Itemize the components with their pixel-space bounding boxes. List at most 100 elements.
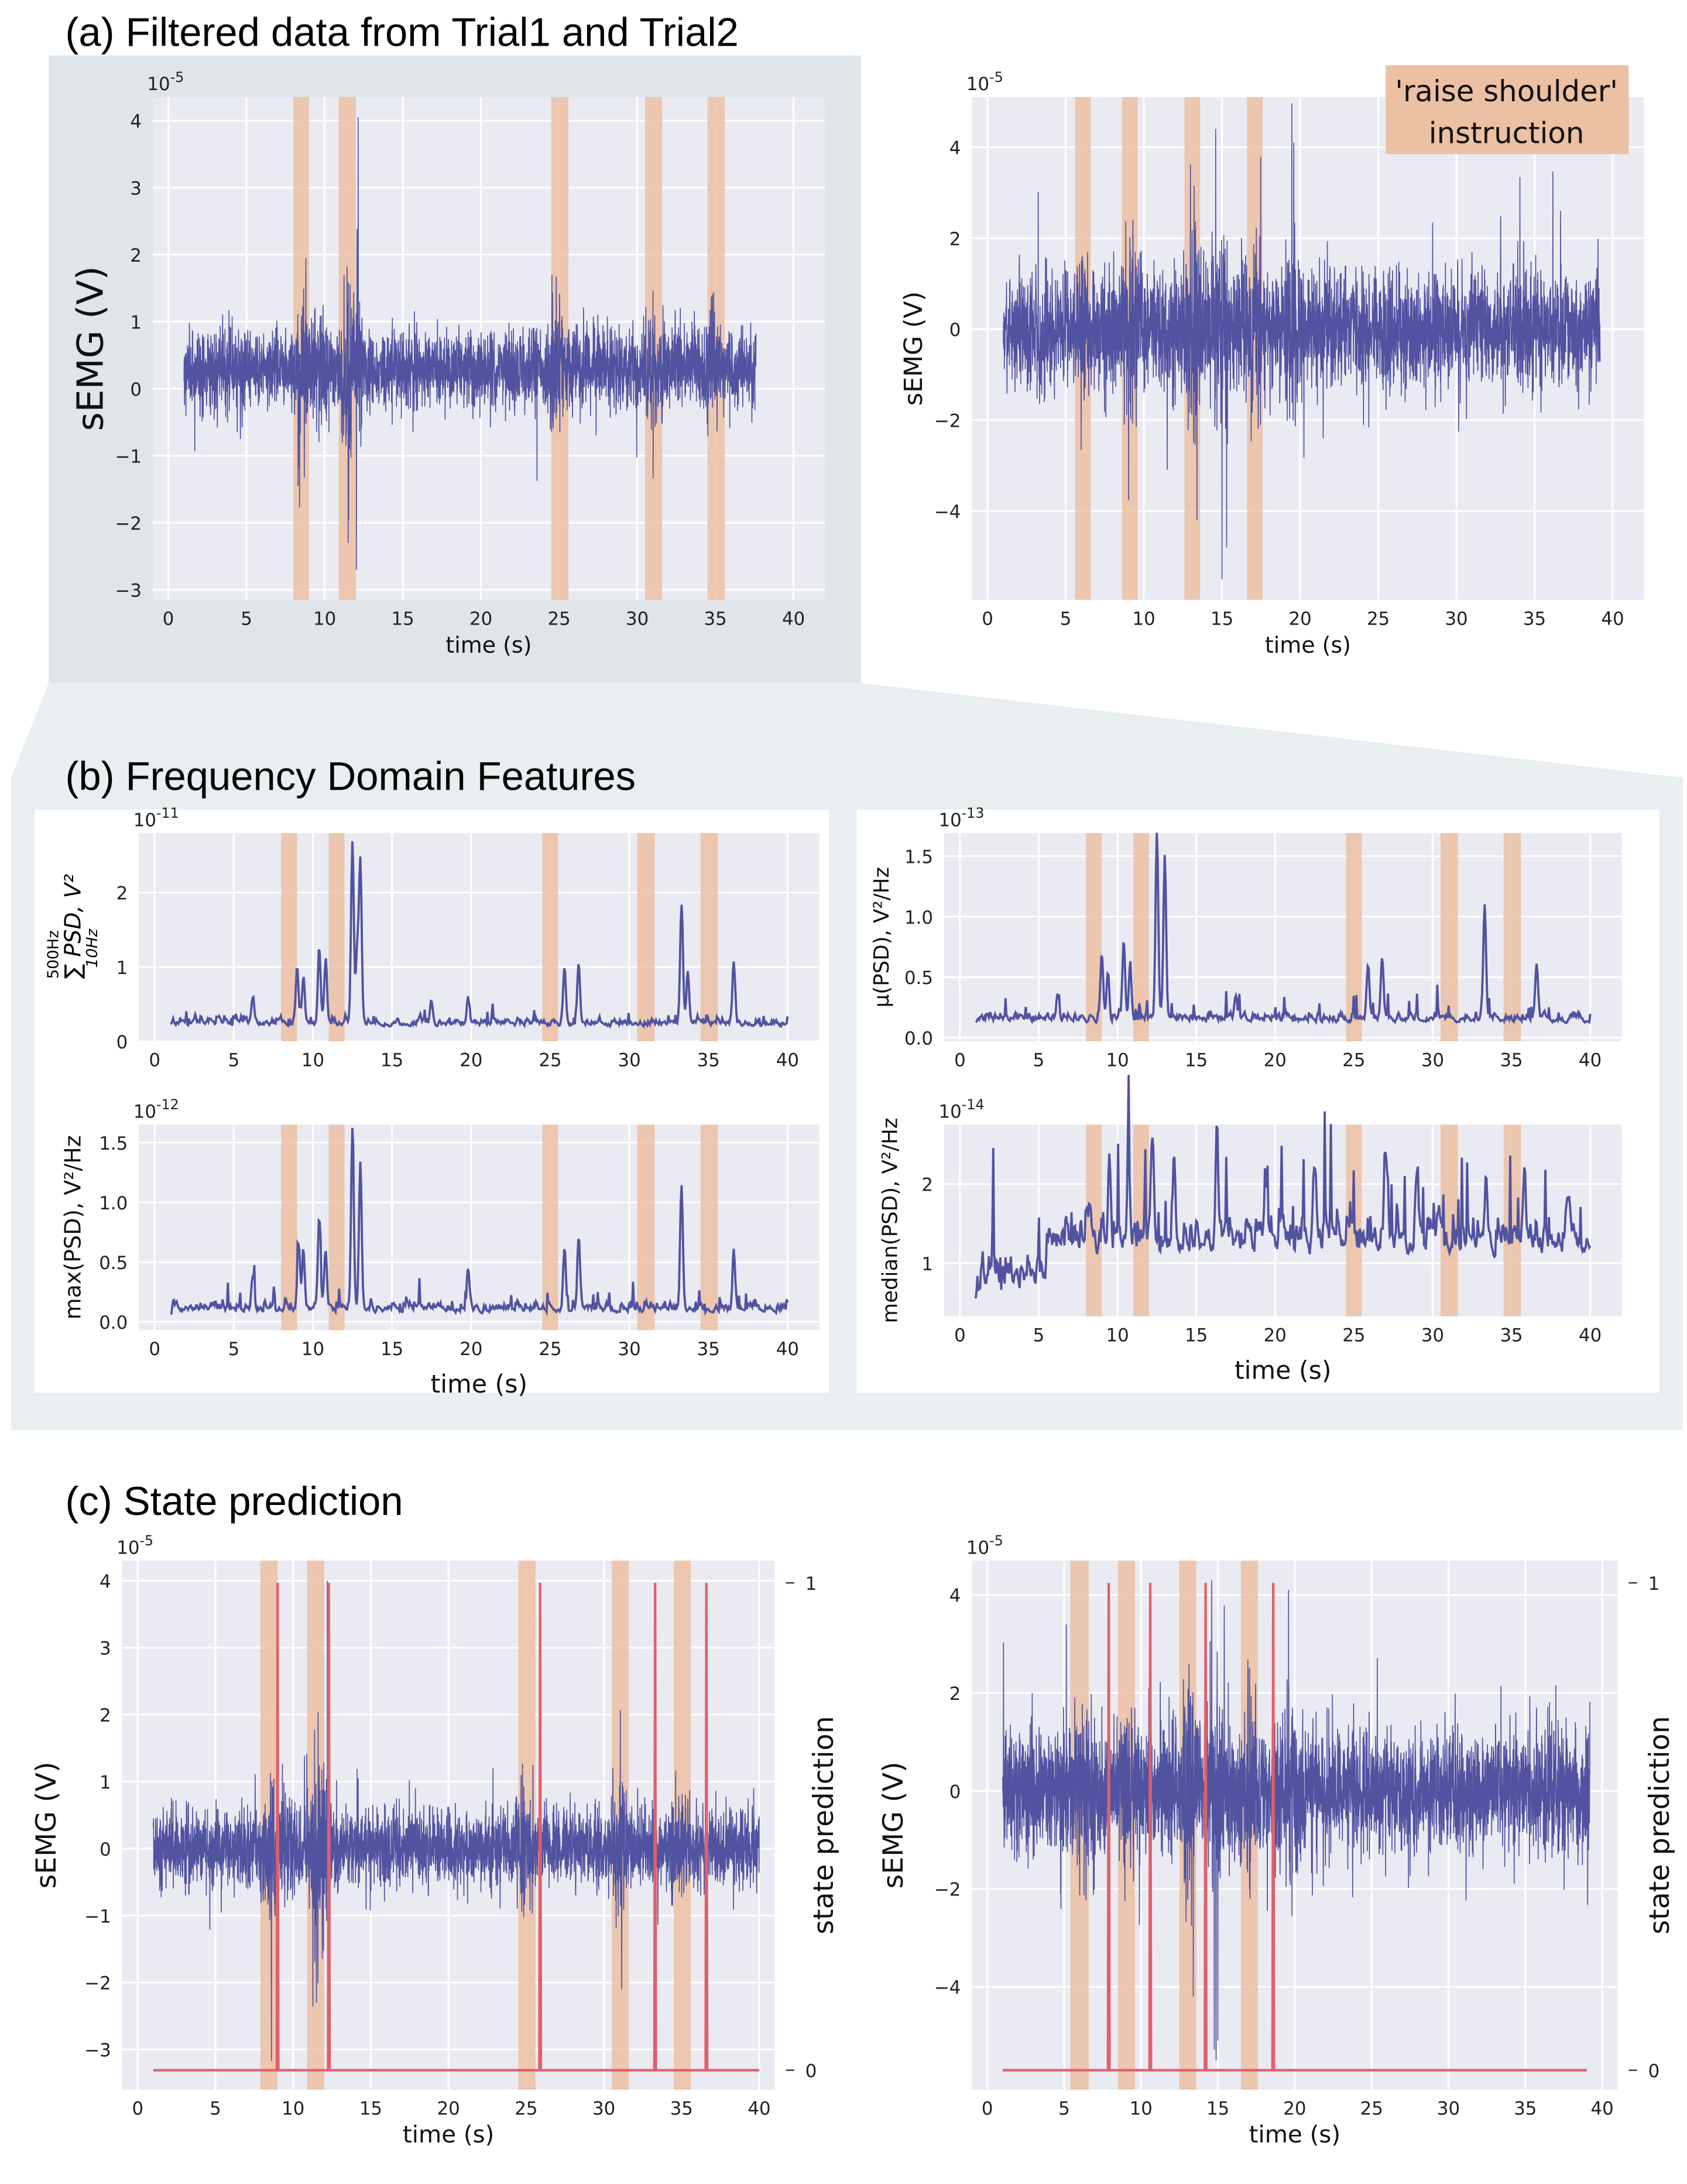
x-tick-label: 0 — [149, 1339, 160, 1360]
y-axis-label: sEMG (V) — [899, 292, 928, 406]
x-tick-label: 20 — [1288, 608, 1311, 629]
x-tick-label: 30 — [1421, 1325, 1444, 1346]
x-tick-label: 25 — [1360, 2099, 1383, 2120]
x-tick-label: 5 — [228, 1050, 240, 1071]
y-tick-label: 1 — [921, 1254, 933, 1275]
y-tick-label: −4 — [934, 502, 961, 523]
instruction-band — [1086, 1124, 1102, 1316]
legend-line-2: instruction — [1429, 116, 1585, 150]
y-axis-label: sEMG (V) — [877, 1762, 910, 1889]
x-tick-label: 25 — [539, 1050, 561, 1071]
x-tick-label: 40 — [1601, 608, 1624, 629]
chart-b3: 0 5 10 15 20 25 30 35 400.00.51.01.510-13μ(PSD),… — [870, 805, 1622, 1071]
y-tick-label: 1.0 — [904, 907, 933, 928]
x-tick-label: 10 — [1106, 1325, 1129, 1346]
x-tick-label: 15 — [1185, 1325, 1208, 1346]
instruction-band — [542, 1124, 558, 1331]
x-tick-label: 15 — [1185, 1050, 1208, 1071]
signal-line — [1002, 1580, 1590, 2060]
y-tick-label: 0 — [100, 1839, 111, 1860]
y-tick-label: 2 — [921, 1175, 933, 1196]
exponent-value: -11 — [156, 805, 179, 821]
state-prediction-line — [153, 1583, 760, 2072]
x-tick-label: 10 — [313, 608, 336, 629]
y-tick-label: 4 — [949, 138, 961, 159]
y2-tick-label: 1 — [805, 1573, 817, 1595]
y-tick-label: 3 — [100, 1638, 111, 1660]
y-tick-label: 0 — [949, 320, 961, 341]
instruction-band — [700, 1124, 718, 1331]
y-tick-label: −3 — [84, 2040, 111, 2061]
x-tick-label: 25 — [547, 608, 570, 629]
x-tick-label: 20 — [1264, 1325, 1287, 1346]
x-axis-label: time (s) — [1265, 632, 1351, 658]
exponent-value: -12 — [156, 1096, 179, 1113]
x-tick-label: 0 — [132, 2099, 143, 2120]
x-tick-label: 15 — [1206, 2099, 1229, 2120]
instruction-band — [542, 833, 558, 1041]
x-tick-label: 35 — [697, 1339, 720, 1360]
y-axis-label: median(PSD), V²/Hz — [878, 1117, 902, 1323]
x-tick-label: 5 — [1058, 2099, 1070, 2120]
y-tick-label: 1.5 — [99, 1133, 128, 1154]
y-tick-label: 0.0 — [904, 1028, 933, 1050]
sum-lower-limit: 10Hz — [84, 928, 101, 968]
instruction-band — [328, 833, 345, 1041]
y-axis-label: sEMG (V) — [30, 1762, 63, 1889]
panel-c-title: (c) State prediction — [65, 1479, 403, 1524]
x-tick-label: 0 — [149, 1050, 160, 1071]
x-tick-label: 40 — [748, 2099, 770, 2120]
y-tick-label: −3 — [115, 580, 141, 601]
y-tick-label: 1.5 — [904, 846, 933, 868]
x-tick-label: 5 — [1033, 1325, 1045, 1346]
y-tick-label: 2 — [130, 245, 142, 266]
state-prediction-line — [1002, 1583, 1587, 2072]
x-tick-label: 10 — [282, 2099, 304, 2120]
y-tick-label: 1 — [100, 1772, 111, 1793]
y-tick-label: 0.5 — [904, 968, 933, 989]
y-tick-label: 1 — [116, 958, 128, 979]
y-tick-label: 2 — [949, 1684, 961, 1705]
x-tick-label: 30 — [618, 1339, 641, 1360]
y-tick-label: 0.0 — [99, 1312, 128, 1333]
x-tick-label: 25 — [1342, 1325, 1365, 1346]
x-tick-label: 30 — [592, 2099, 615, 2120]
y-tick-label: 0 — [130, 379, 142, 400]
instruction-band — [1503, 833, 1521, 1041]
x-tick-label: 35 — [1500, 1325, 1523, 1346]
panel-b-title: (b) Frequency Domain Features — [65, 754, 636, 799]
x-tick-label: 40 — [1591, 2099, 1614, 2120]
signal-line — [152, 1580, 760, 2061]
x-axis-label: time (s) — [1235, 1356, 1332, 1385]
instruction-band — [637, 1124, 655, 1331]
x-tick-label: 40 — [1579, 1325, 1602, 1346]
x-tick-label: 30 — [1421, 1050, 1444, 1071]
x-tick-label: 25 — [1342, 1050, 1365, 1071]
x-tick-label: 35 — [1500, 1050, 1523, 1071]
x-tick-label: 15 — [391, 608, 414, 629]
exponent-value: -5 — [170, 69, 184, 85]
y-tick-label: −2 — [934, 411, 961, 432]
y-tick-label: 3 — [130, 178, 142, 199]
y-tick-label: 4 — [949, 1586, 961, 1607]
axis-exponent-label: 10-5 — [966, 69, 1003, 95]
x-tick-label: 0 — [954, 1325, 966, 1346]
panel-a-title: (a) Filtered data from Trial1 and Trial2 — [65, 9, 738, 54]
exponent-value: -14 — [962, 1096, 985, 1113]
x-tick-label: 0 — [954, 1050, 966, 1071]
instruction-band — [700, 833, 718, 1041]
y-axis-label: sEMG (V) — [70, 266, 112, 431]
chart-a2: 0 5 10 15 20 25 30 35 40 −4 −2 0 2 4 10-5 time (s) sEMG … — [899, 69, 1644, 658]
chart-b4: 0 5 10 15 20 25 30 35 40 1 2 10-14 time (s) median(PS… — [878, 1075, 1622, 1385]
x-tick-label: 35 — [697, 1050, 720, 1071]
y-axis-label: μ(PSD), V²/Hz — [870, 867, 894, 1007]
x-tick-label: 10 — [1130, 2099, 1153, 2120]
x-tick-label: 20 — [460, 1050, 482, 1071]
instruction-legend: 'raise shoulder' instruction — [1386, 65, 1629, 155]
y-axis-label-text: ∑ PSD, V² — [60, 874, 86, 979]
x-tick-label: 5 — [1033, 1050, 1045, 1071]
x-tick-label: 15 — [380, 1050, 403, 1071]
